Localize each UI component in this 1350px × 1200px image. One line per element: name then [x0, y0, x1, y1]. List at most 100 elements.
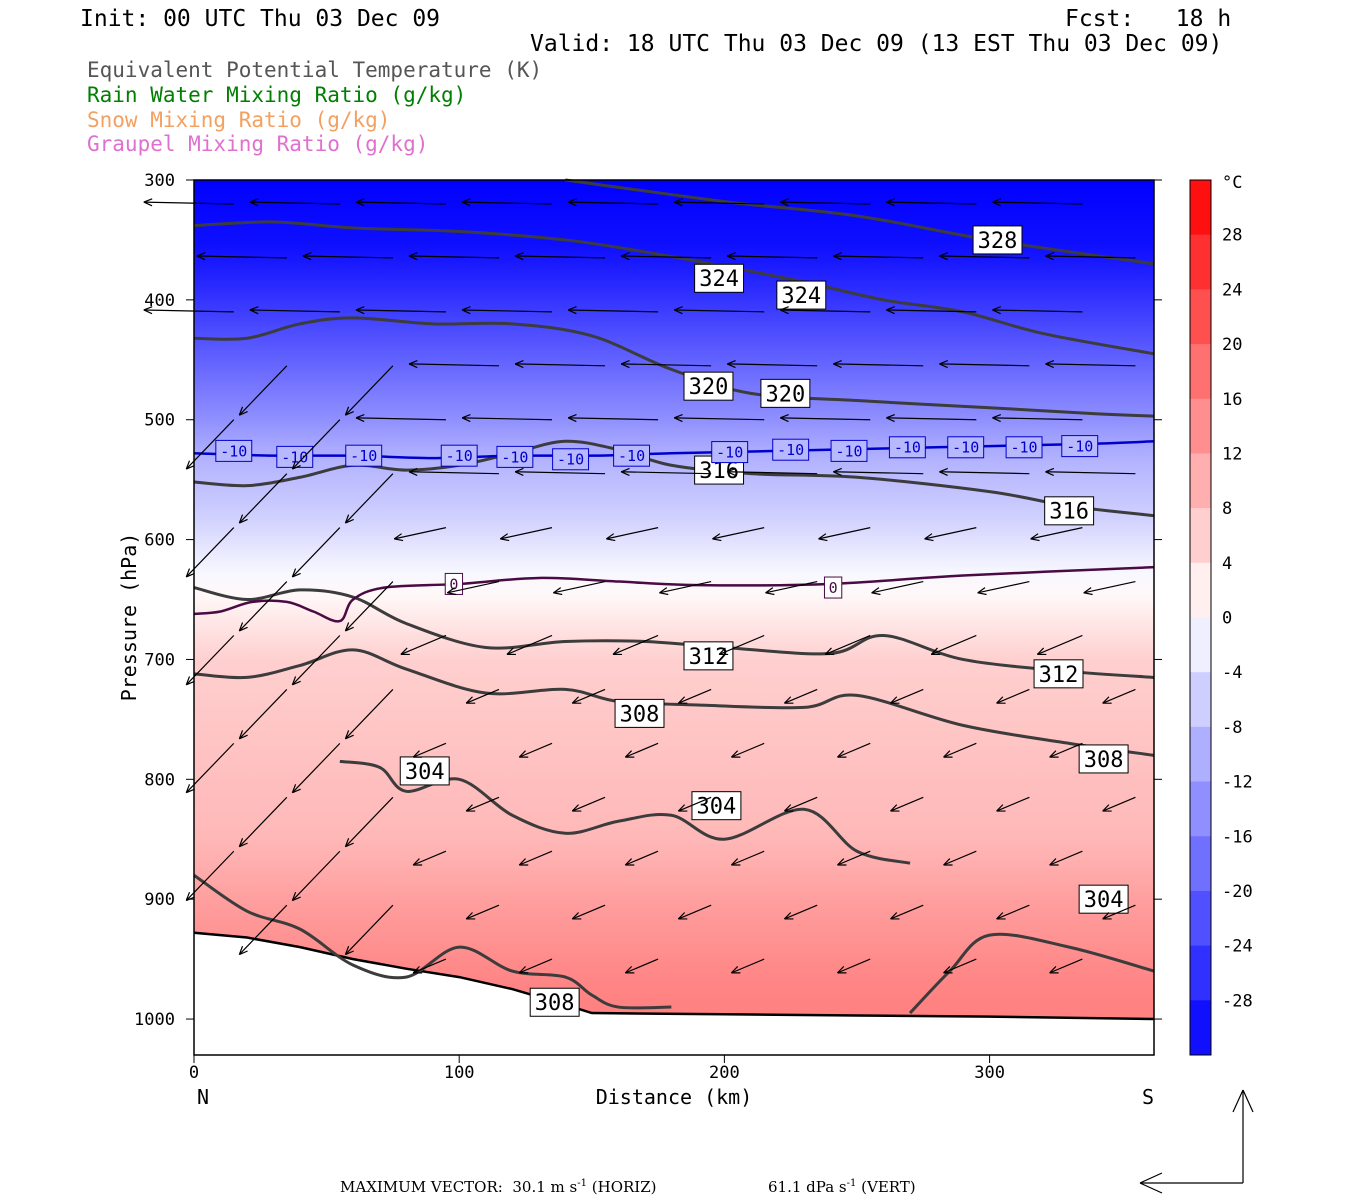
colorbar-bin [1190, 180, 1211, 236]
wind-vector [446, 580, 500, 596]
theta-e-contour-316 [193, 439, 1155, 518]
wind-vector [833, 467, 924, 477]
isotherm-label--10-box [947, 436, 985, 459]
theta-e-label-320-box [683, 371, 734, 401]
colorbar-tick-label: -24 [1222, 937, 1253, 957]
wind-vector [291, 419, 341, 470]
colorbar-bin [1190, 836, 1211, 892]
wind-vector [291, 527, 341, 578]
wind-vector [977, 580, 1030, 596]
wind-vector [673, 306, 765, 315]
wind-vector [553, 580, 606, 596]
colorbar-tick-label: -12 [1222, 773, 1253, 793]
colorbar-bin [1190, 453, 1211, 509]
wind-vector [461, 306, 553, 315]
colorbar-bin [1190, 289, 1211, 345]
theta-e-label-312-box [683, 641, 734, 671]
reference-vector [1139, 1089, 1254, 1194]
colorbar-bin [1190, 398, 1211, 454]
theta-e-contour-308 [193, 873, 672, 1010]
wind-vector [393, 527, 447, 542]
legend-graupel: Graupel Mixing Ratio (g/kg) [87, 132, 429, 156]
colorbar-bin [1190, 508, 1211, 564]
wind-vector [727, 467, 818, 477]
wind-vector [1049, 742, 1083, 758]
wind-vector [461, 198, 553, 207]
theta-e-label-316: 316 [1049, 500, 1089, 525]
wind-vector [890, 796, 924, 812]
wind-vector [939, 360, 1030, 369]
wind-vector [461, 413, 553, 423]
theta-e-label-304-box [691, 791, 742, 821]
theta-e-label-324-box [694, 263, 745, 293]
wind-vector [291, 742, 341, 794]
wind-vector [673, 413, 765, 423]
theta-e-contour-304 [908, 932, 1155, 1015]
colorbar-bin [1190, 344, 1211, 400]
theta-e-label-328-box [972, 225, 1023, 255]
terrain-mask [194, 932, 1154, 1055]
wind-vector [344, 796, 394, 848]
wind-vector [780, 198, 871, 207]
colorbar-tick-label: 16 [1222, 390, 1242, 410]
colorbar-bin [1190, 234, 1211, 290]
y-tick-label: 500 [144, 411, 175, 431]
wind-vector [890, 904, 924, 920]
wind-vector [620, 467, 712, 477]
isotherm-label-0-box [823, 576, 843, 599]
wind-vector [302, 252, 393, 261]
valid-time: Valid: 18 UTC Thu 03 Dec 09 (13 EST Thu … [530, 31, 1223, 57]
max-vector-vert: 61.1 dPa s-1 (VERT) [768, 1178, 916, 1196]
isotherm-label--10: -10 [1066, 437, 1093, 455]
theta-e-label-304-box [399, 756, 450, 786]
wind-vector [730, 850, 765, 866]
wind-vector [992, 413, 1083, 423]
wind-vector [784, 796, 818, 812]
colorbar-tick-label: 28 [1222, 226, 1242, 246]
wind-vector [718, 634, 765, 656]
x-end-label-south: S [1142, 1085, 1154, 1109]
isotherm-label--10-box [613, 444, 651, 467]
colorbar-tick-label: -16 [1222, 827, 1253, 847]
x-end-label-north: N [197, 1085, 209, 1109]
isotherm-label--10-box [1061, 435, 1099, 458]
theta-e-label-312: 312 [689, 645, 729, 670]
wind-vector [784, 904, 818, 920]
wind-vector [506, 634, 553, 656]
y-tick-label: 700 [144, 650, 175, 670]
theta-e-label-308-box [1078, 744, 1129, 774]
wind-vector [408, 252, 499, 261]
wind-vector [291, 850, 341, 902]
wind-vector [1102, 904, 1136, 920]
wind-vector [465, 904, 500, 920]
theta-e-label-320: 320 [766, 382, 806, 407]
wind-vector [818, 527, 871, 542]
isotherm-label--10-box [1005, 436, 1043, 459]
wind-vector [518, 742, 553, 758]
wind-vector [465, 796, 500, 812]
isotherm-label--10-box [888, 436, 926, 459]
isotherm-label--10: -10 [557, 451, 584, 469]
wind-vectors [143, 198, 1136, 974]
wind-vector [677, 688, 712, 704]
wind-vector [624, 850, 659, 866]
theta-e-label-324: 324 [781, 284, 821, 309]
colorbar-unit: °C [1222, 173, 1242, 193]
wind-vector [992, 306, 1083, 315]
y-tick-label: 400 [144, 291, 175, 311]
x-tick-label: 300 [974, 1063, 1005, 1083]
wind-vector [943, 742, 977, 758]
x-tick-label: 0 [189, 1063, 199, 1083]
isotherm-label--10-box [830, 439, 868, 462]
wind-vector [344, 904, 394, 956]
wind-vector [730, 742, 765, 758]
terrain-line [193, 931, 1155, 1021]
wind-vector [196, 252, 287, 261]
isotherm-label--10-box [345, 444, 383, 467]
init-time: Init: 00 UTC Thu 03 Dec 09 [80, 6, 441, 32]
wind-vector [238, 365, 288, 416]
isotherm-label--10: -10 [1011, 439, 1038, 457]
wind-vector [514, 360, 606, 369]
wind-vector [1049, 958, 1083, 974]
wind-vector [1030, 527, 1083, 542]
